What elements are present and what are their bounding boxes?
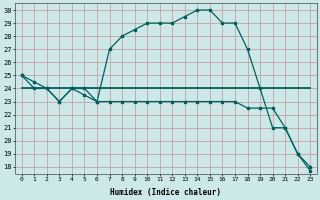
X-axis label: Humidex (Indice chaleur): Humidex (Indice chaleur) <box>110 188 221 197</box>
